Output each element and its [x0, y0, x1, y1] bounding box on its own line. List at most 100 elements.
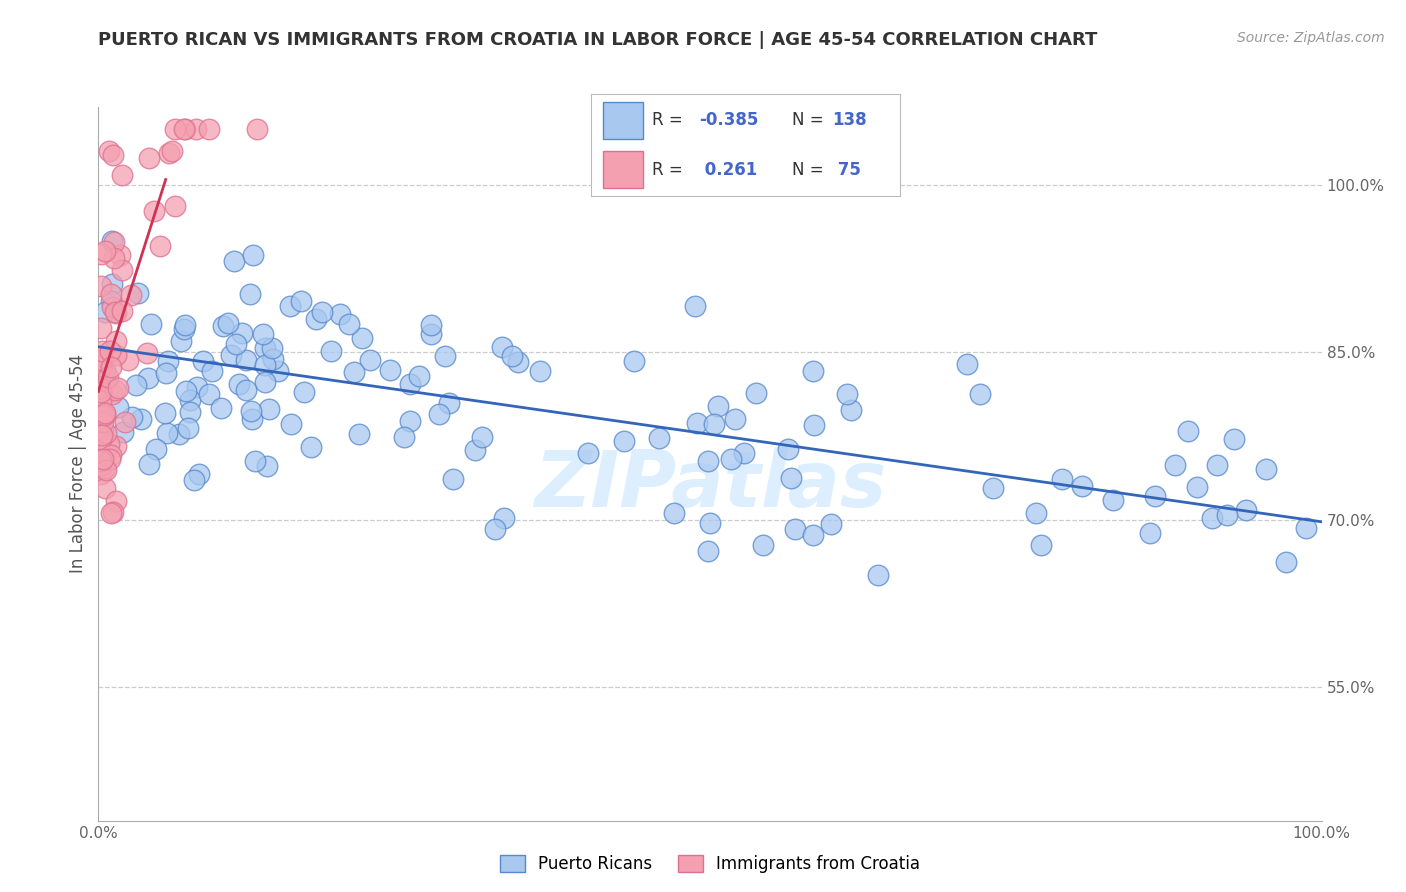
Point	[184, 122, 207, 136]
Point	[242, 248, 264, 262]
Point	[90, 458, 112, 472]
Point	[188, 467, 211, 481]
Point	[117, 353, 139, 368]
Point	[107, 401, 129, 415]
Point	[100, 448, 122, 462]
Point	[311, 305, 333, 319]
Point	[94, 481, 117, 495]
Text: -0.385: -0.385	[699, 112, 758, 129]
Point	[90, 320, 112, 334]
Point	[290, 293, 312, 308]
Point	[100, 235, 122, 249]
Point	[254, 342, 277, 356]
Point	[491, 340, 513, 354]
Point	[1025, 506, 1047, 520]
Point	[100, 300, 122, 314]
Point	[110, 248, 132, 262]
Point	[321, 343, 343, 358]
Point	[179, 392, 201, 407]
Text: 138: 138	[832, 112, 866, 129]
Point	[492, 511, 515, 525]
Text: ZIPatlas: ZIPatlas	[534, 447, 886, 524]
Y-axis label: In Labor Force | Age 45-54: In Labor Force | Age 45-54	[69, 354, 87, 574]
Point	[506, 355, 529, 369]
Point	[138, 151, 160, 165]
Point	[90, 424, 112, 438]
Point	[170, 334, 193, 349]
Point	[471, 430, 494, 444]
Point	[165, 122, 187, 136]
Point	[120, 288, 142, 302]
Point	[177, 421, 200, 435]
Point	[224, 254, 246, 268]
Point	[173, 318, 195, 332]
Point	[174, 384, 197, 398]
Point	[100, 293, 122, 308]
Point	[105, 494, 128, 508]
Point	[256, 459, 278, 474]
Point	[1177, 424, 1199, 438]
Point	[648, 431, 671, 445]
Point	[90, 427, 112, 442]
Legend: Puerto Ricans, Immigrants from Croatia: Puerto Ricans, Immigrants from Croatia	[494, 848, 927, 880]
Point	[484, 522, 506, 536]
Point	[253, 376, 276, 390]
Point	[157, 354, 180, 368]
Point	[441, 472, 464, 486]
Point	[294, 385, 316, 400]
Point	[529, 364, 551, 378]
Point	[111, 303, 134, 318]
Point	[378, 363, 401, 377]
Point	[231, 326, 253, 340]
Point	[149, 239, 172, 253]
Point	[201, 364, 224, 378]
Point	[437, 395, 460, 409]
Point	[186, 380, 208, 394]
Point	[121, 410, 143, 425]
Point	[419, 318, 441, 332]
Point	[733, 446, 755, 460]
Point	[803, 417, 825, 432]
Point	[105, 306, 128, 320]
Point	[91, 452, 114, 467]
Point	[197, 387, 219, 401]
Point	[91, 349, 114, 363]
Point	[98, 343, 121, 358]
Point	[259, 402, 281, 417]
Point	[745, 385, 768, 400]
Point	[956, 357, 979, 371]
Point	[239, 404, 262, 418]
Point	[343, 365, 366, 379]
Point	[1234, 503, 1257, 517]
Point	[752, 538, 775, 552]
Point	[803, 364, 825, 378]
Point	[90, 343, 112, 358]
Point	[90, 389, 112, 403]
Point	[1164, 458, 1187, 472]
Point	[219, 347, 242, 361]
Point	[398, 414, 420, 428]
Point	[359, 353, 381, 368]
Point	[125, 377, 148, 392]
Point	[337, 317, 360, 331]
Point	[155, 366, 177, 380]
Point	[90, 279, 112, 293]
Point	[280, 417, 302, 432]
Point	[239, 287, 262, 301]
Point	[98, 436, 121, 450]
Point	[90, 353, 112, 368]
Point	[90, 432, 112, 446]
Point	[143, 203, 166, 218]
Point	[98, 451, 121, 466]
Point	[969, 387, 991, 401]
Point	[820, 516, 842, 531]
Point	[785, 522, 807, 536]
Point	[683, 299, 706, 313]
Point	[94, 461, 117, 475]
Point	[835, 387, 858, 401]
Point	[217, 316, 239, 330]
Point	[138, 457, 160, 471]
FancyBboxPatch shape	[603, 102, 643, 139]
Point	[90, 247, 112, 261]
Point	[252, 326, 274, 341]
